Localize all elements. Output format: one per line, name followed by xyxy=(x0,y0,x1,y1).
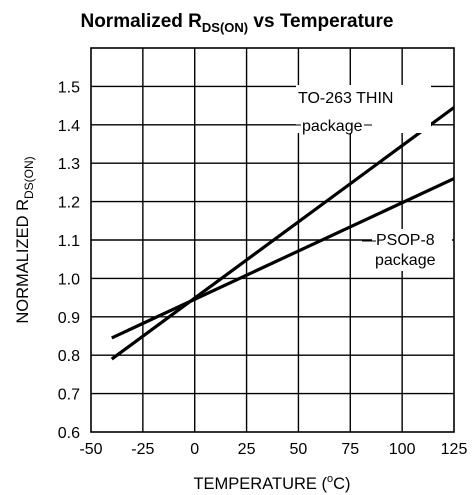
x-axis-label-superscript: o xyxy=(327,473,333,485)
x-tick-label: -25 xyxy=(131,441,154,458)
y-tick-label: 1.0 xyxy=(58,271,80,288)
y-tick-label: 0.6 xyxy=(58,425,80,442)
series-line-1 xyxy=(111,177,455,340)
x-tick-label: 100 xyxy=(389,441,416,458)
y-tick-label: 1.5 xyxy=(58,79,80,96)
series-line-0 xyxy=(110,106,455,361)
x-axis-label: TEMPERATURE (oC) xyxy=(193,473,350,493)
plot-frame xyxy=(90,47,455,433)
x-tick-label: -50 xyxy=(79,441,102,458)
y-axis-label-main: NORMALIZED R xyxy=(14,199,32,324)
annotation-to263-line2: package xyxy=(302,118,363,135)
annotation-psop8-line2: package xyxy=(375,252,436,269)
x-tick-label: 25 xyxy=(238,441,256,458)
x-tick-label: 125 xyxy=(441,441,468,458)
y-axis-label: NORMALIZED RDS(ON) xyxy=(14,156,36,323)
x-axis-label-main: TEMPERATURE ( xyxy=(193,475,327,493)
chart-title-subscript: DS(ON) xyxy=(202,20,248,35)
annotation-psop8-line1: PSOP-8 xyxy=(376,232,435,249)
x-tick-label: 50 xyxy=(290,441,308,458)
series-lines xyxy=(110,106,455,361)
y-tick-label: 1.3 xyxy=(58,156,80,173)
y-tick-label: 0.7 xyxy=(58,387,80,404)
x-axis-label-tail: C) xyxy=(333,475,350,493)
y-tick-labels: 0.6 0.7 0.8 0.9 1.0 1.1 1.2 1.3 1.4 1.5 xyxy=(58,79,80,442)
y-tick-label: 1.2 xyxy=(58,195,80,212)
x-tick-label: 0 xyxy=(190,441,199,458)
y-tick-label: 0.8 xyxy=(58,348,80,365)
annotation-psop8: PSOP-8 package xyxy=(362,229,452,271)
x-tick-labels: -50 -25 0 25 50 75 100 125 xyxy=(79,441,467,458)
annotation-to263-line1: TO-263 THIN xyxy=(298,90,393,107)
y-tick-label: 0.9 xyxy=(58,310,80,327)
chart-title-main: Normalized R xyxy=(80,11,202,32)
y-tick-label: 1.4 xyxy=(58,118,80,135)
annotation-to263: TO-263 THIN package xyxy=(296,85,431,135)
y-axis-label-subscript: DS(ON) xyxy=(22,156,36,199)
chart-title-tail: vs Temperature xyxy=(248,11,393,32)
x-tick-label: 75 xyxy=(341,441,359,458)
chart-title: Normalized RDS(ON) vs Temperature xyxy=(80,11,393,35)
y-tick-label: 1.1 xyxy=(58,233,80,250)
